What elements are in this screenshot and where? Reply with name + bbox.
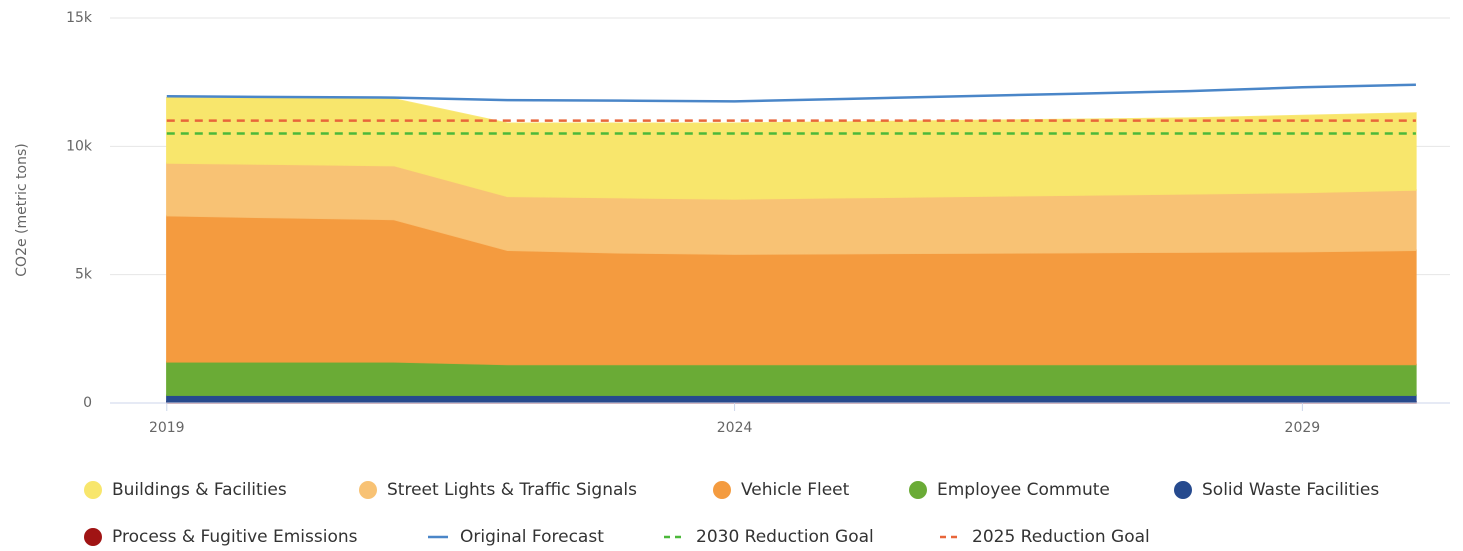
y-axis-title: CO2e (metric tons) — [14, 143, 30, 276]
area — [166, 96, 1417, 200]
legend-marker — [359, 481, 377, 499]
legend-label: Vehicle Fleet — [741, 480, 850, 500]
line — [166, 83, 1416, 103]
legend-marker — [84, 481, 102, 499]
legend-label: Buildings & Facilities — [112, 480, 287, 500]
legend-marker — [909, 481, 927, 499]
legend-label: Employee Commute — [937, 480, 1110, 500]
legend-label: Street Lights & Traffic Signals — [387, 480, 637, 500]
area — [166, 361, 1417, 397]
legend-marker — [713, 481, 731, 499]
legend-label: 2030 Reduction Goal — [696, 527, 874, 547]
x-tick-label: 2029 — [1285, 420, 1321, 436]
legend-label: 2025 Reduction Goal — [972, 527, 1150, 547]
legend-label: Solid Waste Facilities — [1202, 480, 1379, 500]
x-tick-label: 2019 — [149, 420, 185, 436]
legend-marker — [1174, 481, 1192, 499]
y-tick-label: 5k — [75, 267, 93, 283]
legend-marker — [84, 528, 102, 546]
legend-label: Original Forecast — [460, 527, 604, 547]
y-tick-label: 10k — [66, 138, 93, 154]
y-tick-label: 0 — [83, 395, 92, 411]
legend-label: Process & Fugitive Emissions — [112, 527, 358, 547]
area — [166, 394, 1417, 403]
y-tick-label: 15k — [66, 10, 93, 26]
x-tick-label: 2024 — [717, 420, 753, 436]
